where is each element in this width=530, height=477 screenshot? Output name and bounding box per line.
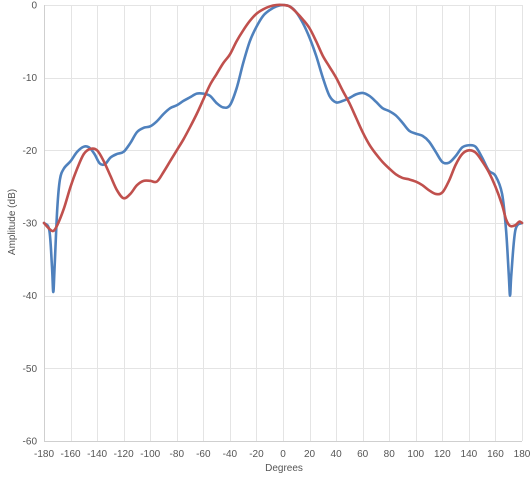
x-tick-label: -60 <box>196 449 211 460</box>
series-line-1 <box>42 3 524 297</box>
x-tick-label: 80 <box>384 449 396 460</box>
y-tick-label: -60 <box>23 437 38 448</box>
grid <box>44 5 523 442</box>
x-tick-label: -140 <box>87 449 107 460</box>
x-tick-label: 100 <box>407 449 424 460</box>
x-tick-label: -100 <box>140 449 160 460</box>
x-axis-label: Degrees <box>265 463 303 474</box>
x-tick-label: -160 <box>61 449 81 460</box>
y-tick-labels: -60 -50 -40 -30 -20 -10 0 <box>23 1 38 448</box>
x-tick-label: 0 <box>280 449 286 460</box>
x-tick-label: -20 <box>249 449 264 460</box>
y-tick-label: -10 <box>23 73 38 84</box>
x-tick-label: 180 <box>514 449 530 460</box>
x-tick-label: 60 <box>357 449 369 460</box>
x-tick-label: -80 <box>170 449 185 460</box>
y-tick-label: -30 <box>23 219 38 230</box>
x-tick-label: -120 <box>114 449 134 460</box>
x-tick-label: 140 <box>461 449 478 460</box>
series-line-2 <box>42 3 524 233</box>
x-tick-label: -40 <box>223 449 238 460</box>
y-axis-label: Amplitude (dB) <box>7 189 18 255</box>
x-tick-label: 20 <box>304 449 316 460</box>
y-tick-label: -20 <box>23 146 38 157</box>
x-tick-label: 160 <box>487 449 504 460</box>
series <box>42 3 524 297</box>
x-tick-label: 40 <box>331 449 343 460</box>
y-tick-label: -40 <box>23 291 38 302</box>
x-tick-label: -180 <box>34 449 54 460</box>
x-tick-labels: -180 -160 -140 -120 -100 -80 -60 -40 -20 0 20 40 60 8… <box>34 449 530 460</box>
y-tick-label: 0 <box>31 1 37 12</box>
y-tick-label: -50 <box>23 364 38 375</box>
x-tick-label: 120 <box>434 449 451 460</box>
